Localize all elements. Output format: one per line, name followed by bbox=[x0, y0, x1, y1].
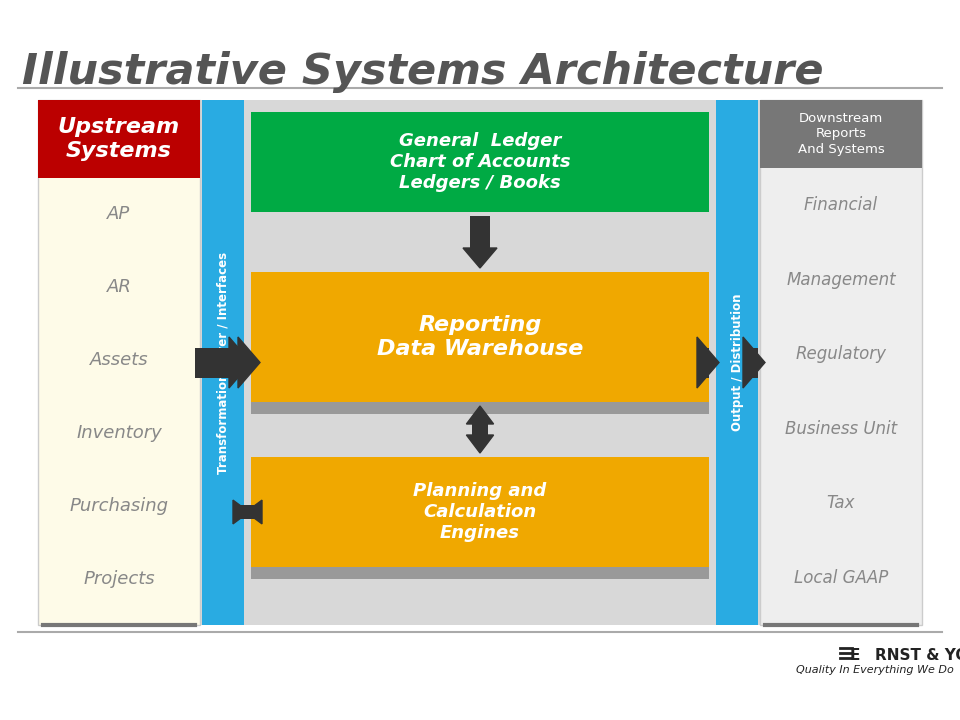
Polygon shape bbox=[246, 500, 262, 524]
Text: Business Unit: Business Unit bbox=[785, 420, 897, 438]
Bar bbox=[697, 348, 709, 377]
Bar bbox=[760, 100, 922, 625]
Text: Planning and
Calculation
Engines: Planning and Calculation Engines bbox=[414, 482, 546, 541]
Text: Reporting
Data Warehouse: Reporting Data Warehouse bbox=[377, 315, 583, 359]
Text: Illustrative Systems Architecture: Illustrative Systems Architecture bbox=[22, 51, 824, 93]
Text: Upstream
Systems: Upstream Systems bbox=[58, 117, 180, 161]
Polygon shape bbox=[467, 406, 493, 424]
Text: Downstream
Reports
And Systems: Downstream Reports And Systems bbox=[798, 112, 884, 156]
Bar bbox=[195, 348, 238, 377]
Text: Regulatory: Regulatory bbox=[796, 346, 886, 364]
Polygon shape bbox=[743, 337, 765, 388]
Bar bbox=[470, 216, 490, 248]
Bar bbox=[251, 112, 709, 212]
Bar bbox=[38, 100, 200, 625]
Polygon shape bbox=[229, 337, 251, 388]
Bar bbox=[760, 100, 922, 168]
Text: Assets: Assets bbox=[89, 351, 148, 369]
Text: Transformation Layer / Interfaces: Transformation Layer / Interfaces bbox=[217, 251, 229, 474]
Bar bbox=[743, 348, 758, 377]
Bar bbox=[38, 100, 200, 178]
Text: Inventory: Inventory bbox=[76, 424, 162, 442]
Bar bbox=[233, 505, 262, 519]
Bar bbox=[229, 348, 244, 377]
Bar bbox=[716, 100, 758, 625]
Text: Local GAAP: Local GAAP bbox=[794, 569, 888, 587]
Text: Quality In Everything We Do: Quality In Everything We Do bbox=[796, 665, 954, 675]
Bar bbox=[251, 272, 709, 402]
Bar bbox=[251, 469, 709, 579]
Text: AP: AP bbox=[108, 205, 131, 223]
Polygon shape bbox=[467, 435, 493, 453]
Bar bbox=[200, 100, 760, 625]
Text: Management: Management bbox=[786, 271, 896, 289]
Text: AR: AR bbox=[107, 278, 132, 296]
Bar bbox=[251, 457, 709, 567]
Text: Purchasing: Purchasing bbox=[69, 497, 169, 515]
Text: General  Ledger
Chart of Accounts
Ledgers / Books: General Ledger Chart of Accounts Ledgers… bbox=[390, 132, 570, 192]
Text: Projects: Projects bbox=[84, 570, 155, 588]
Polygon shape bbox=[233, 500, 249, 524]
Bar bbox=[472, 424, 488, 435]
Bar bbox=[251, 284, 709, 414]
Text: Output / Distribution: Output / Distribution bbox=[731, 294, 743, 431]
Text: RNST & YOUNG: RNST & YOUNG bbox=[875, 647, 960, 662]
Text: Financial: Financial bbox=[804, 197, 878, 215]
Text: Tax: Tax bbox=[827, 494, 855, 512]
Polygon shape bbox=[463, 248, 497, 268]
Text: E: E bbox=[850, 647, 860, 662]
Bar bbox=[202, 100, 244, 625]
Polygon shape bbox=[238, 337, 260, 388]
Polygon shape bbox=[697, 337, 719, 388]
